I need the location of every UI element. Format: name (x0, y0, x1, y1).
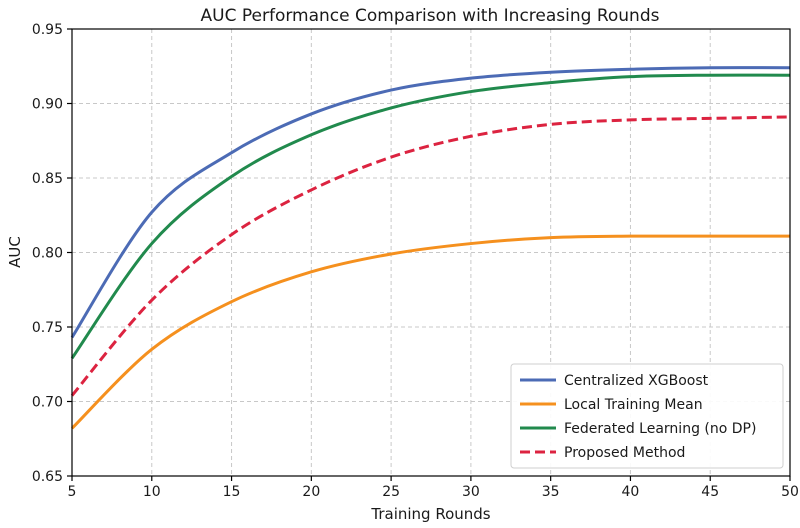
series-line-centralized-xgboost (70, 66, 791, 339)
legend: Centralized XGBoost Local Training Mean Fe… (510, 363, 784, 469)
x-tick-label: 50 (781, 484, 799, 500)
series-line-proposed-method (70, 115, 791, 397)
y-tick-label: 0.65 (32, 469, 63, 485)
x-tick-label: 10 (143, 484, 161, 500)
chart-title: AUC Performance Comparison with Increasi… (201, 6, 660, 26)
y-tick-label: 0.95 (32, 22, 63, 38)
series-lines (70, 66, 791, 430)
legend-label-centralized-xgboost: Centralized XGBoost (564, 373, 709, 389)
y-tick-label: 0.75 (32, 320, 63, 336)
x-tick-label: 5 (68, 484, 77, 500)
x-tick-label: 30 (462, 484, 480, 500)
legend-label-federated-learning-no-dp: Federated Learning (no DP) (564, 421, 756, 437)
y-tick-label: 0.90 (32, 97, 63, 113)
y-tick-label: 0.85 (32, 171, 63, 187)
x-tick-label: 20 (302, 484, 320, 500)
x-tick-label: 45 (701, 484, 719, 500)
y-axis-label: AUC (6, 236, 24, 268)
axis-ticks: 5 10 15 20 25 30 35 40 45 50 0.65 0.70 0.75 0.80 0.85 0… (32, 22, 799, 500)
x-axis-label: Training Rounds (370, 505, 490, 523)
legend-label-local-training-mean: Local Training Mean (564, 397, 703, 413)
x-tick-label: 25 (382, 484, 400, 500)
series-line-federated-learning-no-dp (70, 73, 791, 360)
y-tick-label: 0.70 (32, 395, 63, 411)
x-tick-label: 15 (223, 484, 241, 500)
legend-label-proposed-method: Proposed Method (564, 445, 685, 461)
y-tick-label: 0.80 (32, 246, 63, 262)
x-tick-label: 40 (622, 484, 640, 500)
series-line-local-training-mean (70, 234, 790, 430)
legend-box (510, 363, 784, 469)
x-tick-label: 35 (542, 484, 560, 500)
